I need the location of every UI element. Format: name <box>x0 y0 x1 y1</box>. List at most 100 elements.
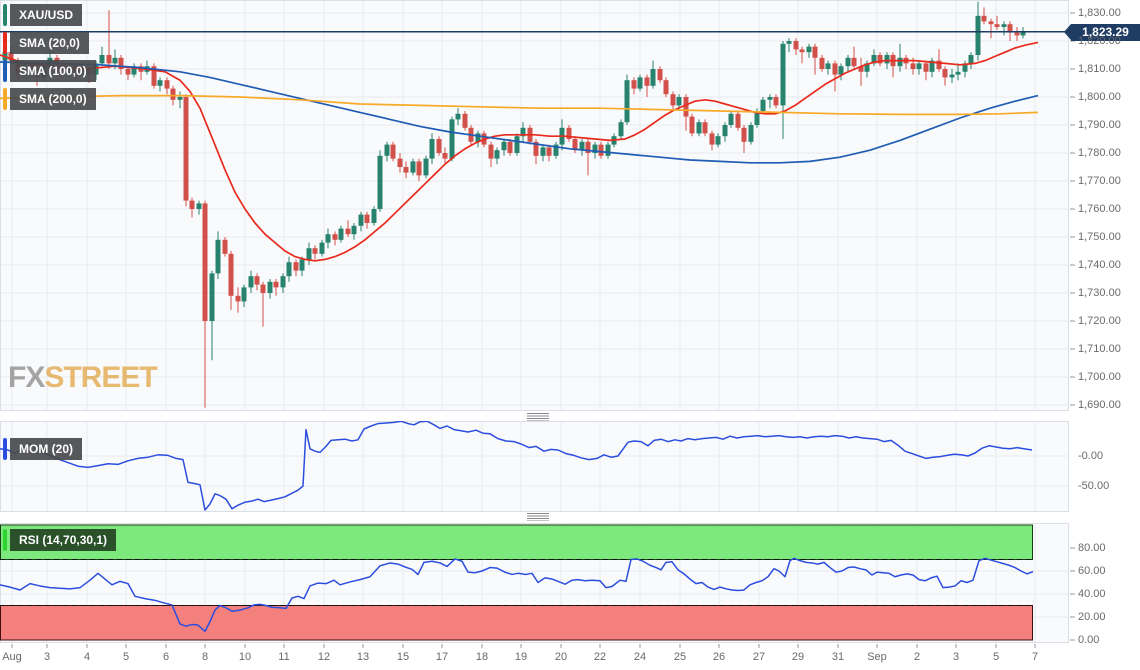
date-axis-label: 11 <box>278 651 290 663</box>
candle-body <box>663 80 669 95</box>
candle-body <box>151 66 157 86</box>
watermark-fx: FX <box>8 361 45 394</box>
mom-panel[interactable] <box>0 421 1069 512</box>
candle-body <box>949 74 955 78</box>
candle-body <box>696 122 702 134</box>
date-axis-label: 31 <box>831 651 845 663</box>
candle-body <box>371 209 377 223</box>
price-axis-label: 1,760.00 <box>1078 203 1121 215</box>
candle-body <box>754 111 760 125</box>
candle-body <box>241 287 247 302</box>
candle-body <box>449 119 455 159</box>
candle-body <box>358 214 364 226</box>
rsi-axis-label: 80.00 <box>1078 542 1106 554</box>
price-axis-label: 1,770.00 <box>1078 175 1121 187</box>
candle-body <box>442 153 448 159</box>
date-axis-label: 29 <box>791 651 805 663</box>
candle-body <box>715 136 721 145</box>
panel-resize-handle-momentum[interactable] <box>527 413 549 421</box>
candle-body <box>377 155 383 209</box>
candle-body <box>773 97 779 106</box>
candle-body <box>254 276 260 285</box>
price-axis-label: 1,740.00 <box>1078 259 1121 271</box>
candle-body <box>988 21 994 25</box>
sma200-label: SMA (200,0) <box>10 88 96 110</box>
candle-body <box>260 284 266 293</box>
candle-body <box>644 77 650 86</box>
rsi-axis-label: 60.00 <box>1078 565 1106 577</box>
price-axis-label: 1,790.00 <box>1078 119 1121 131</box>
candle-body <box>832 63 838 75</box>
date-axis-label: 20 <box>554 651 568 663</box>
candle-body <box>112 57 118 64</box>
date-axis-label: Aug <box>2 651 22 663</box>
candle-body <box>1020 31 1026 36</box>
candle-body <box>325 234 331 243</box>
candle-body <box>390 144 396 159</box>
sma200-color-bar <box>3 88 7 110</box>
candle-body <box>910 63 916 69</box>
candle-body <box>709 133 715 145</box>
momentum-label: MOM (20) <box>10 438 82 460</box>
date-axis-label: 6 <box>162 651 170 663</box>
date-axis-label: 17 <box>435 651 449 663</box>
sma-line-1 <box>0 61 1039 164</box>
date-axis-label: 2 <box>913 651 921 663</box>
candle-body <box>735 113 741 128</box>
candle-body <box>384 144 390 156</box>
rsi-color-bar <box>3 529 7 551</box>
candle-body <box>683 97 689 117</box>
candle-body <box>585 141 591 153</box>
candle-body <box>8 52 14 61</box>
candle-body <box>838 66 844 75</box>
candle-body <box>579 141 585 151</box>
candle-body <box>351 225 357 235</box>
candle-body <box>501 141 507 151</box>
candle-body <box>170 88 176 100</box>
candle-body <box>618 122 624 137</box>
candle-body <box>312 248 318 254</box>
candle-body <box>566 127 572 139</box>
candle-body <box>741 127 747 142</box>
date-axis-label: 10 <box>238 651 252 663</box>
candle-body <box>942 69 948 78</box>
candle-body <box>968 55 974 64</box>
candle-body <box>553 144 559 156</box>
candle-body <box>845 57 851 67</box>
candle-body <box>93 63 99 75</box>
candle-body <box>780 43 786 106</box>
candle-body <box>455 113 461 120</box>
price-axis-label: 1,820.00 <box>1078 35 1121 47</box>
candle-body <box>689 116 695 134</box>
date-axis-label: 24 <box>633 651 647 663</box>
candle-body <box>767 97 773 100</box>
candle-body <box>858 66 864 72</box>
candle-body <box>157 80 163 86</box>
candle-body <box>462 113 468 128</box>
panel-resize-handle-rsi[interactable] <box>527 513 549 521</box>
sma100-color-bar <box>3 60 7 82</box>
symbol-label: XAU/USD <box>10 4 83 26</box>
candle-body <box>975 15 981 56</box>
momentum-line <box>0 421 1033 511</box>
candle-body <box>423 158 429 176</box>
price-axis-label: 1,690.00 <box>1078 399 1121 411</box>
rsi-line <box>0 557 1034 633</box>
price-axis-label: 1,700.00 <box>1078 371 1121 383</box>
rsi-oversold-band <box>0 605 1033 641</box>
price-axis-label: 1,750.00 <box>1078 231 1121 243</box>
candle-body <box>514 136 520 153</box>
date-axis-label: 19 <box>514 651 528 663</box>
date-axis-label: 27 <box>752 651 766 663</box>
candle-body <box>177 97 183 100</box>
candle-body <box>164 80 170 89</box>
candle-body <box>650 69 656 86</box>
candle-body <box>748 125 754 142</box>
candle-body <box>962 63 968 72</box>
sma-line-2 <box>0 94 1039 116</box>
candle-body <box>936 60 942 69</box>
candle-body <box>1007 24 1013 33</box>
candle-body <box>916 63 922 69</box>
